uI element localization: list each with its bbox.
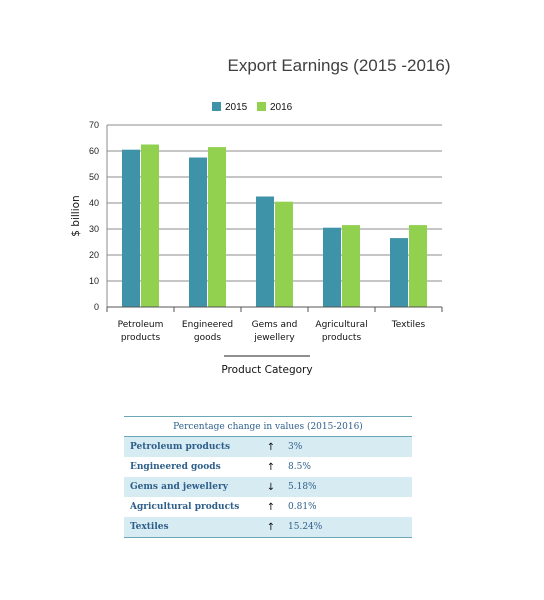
- x-category-label: Engineered goods: [182, 320, 233, 343]
- product-name: Engineered goods: [130, 462, 221, 472]
- legend-label: 2016: [270, 102, 293, 113]
- bar-2016: [275, 201, 293, 307]
- change-value: 0.81%: [288, 502, 317, 512]
- change-direction-icon: ↑: [266, 461, 276, 473]
- table-body: Petroleum products ↑ 3% Engineered goods ↑ 8.…: [124, 436, 412, 538]
- x-category-label: Petroleum products: [118, 320, 164, 343]
- y-axis-title: $ billion: [70, 195, 82, 236]
- change-direction-icon: ↑: [266, 501, 276, 513]
- y-tick-label: 30: [89, 224, 99, 234]
- change-value: 15.24%: [282, 517, 412, 538]
- x-axis-title: Product Category: [221, 364, 312, 376]
- bar-chart: Export Earnings (2015 -2016) 2015 2016 0 1…: [70, 56, 451, 376]
- product-name: Agricultural products: [130, 502, 240, 512]
- bar-2016: [409, 225, 427, 307]
- x-category-label: Gems and jewellery: [252, 320, 298, 343]
- legend-swatch: [257, 102, 266, 111]
- table-row: Gems and jewellery ↓ 5.18%: [124, 477, 412, 497]
- x-category-label: Textiles: [391, 320, 426, 330]
- x-axis-category-labels: Petroleum products Engineered goods Gems and…: [118, 320, 426, 343]
- table-row: Agricultural products ↑ 0.81%: [124, 497, 412, 517]
- x-category-label: Agricultural products: [315, 320, 367, 343]
- change-direction-icon: ↓: [260, 477, 282, 497]
- bar-2015: [122, 149, 140, 307]
- change-value: 3%: [282, 436, 412, 457]
- change-value: 5.18%: [282, 477, 412, 497]
- table-title: Percentage change in values (2015-2016): [124, 416, 412, 437]
- table-row: Textiles ↑ 15.24%: [124, 517, 412, 538]
- legend-label: 2015: [225, 102, 248, 113]
- bar-2016: [208, 147, 226, 307]
- product-name: Textiles: [124, 517, 260, 538]
- bar-2015: [323, 227, 341, 307]
- y-tick-label: 0: [94, 302, 99, 312]
- bar-2016: [141, 144, 159, 307]
- bar-2016: [342, 225, 360, 307]
- chart-title: Export Earnings (2015 -2016): [227, 56, 450, 75]
- y-tick-label: 60: [89, 146, 99, 156]
- table-row: Engineered goods ↑ 8.5%: [124, 457, 412, 477]
- y-tick-label: 70: [89, 120, 99, 130]
- product-name: Petroleum products: [124, 436, 260, 457]
- bar-2015: [390, 238, 408, 307]
- x-axis: [106, 125, 443, 312]
- y-tick-label: 10: [89, 276, 99, 286]
- y-tick-label: 20: [89, 250, 99, 260]
- percentage-change-table: Percentage change in values (2015-2016) …: [124, 416, 412, 538]
- gridlines: [107, 124, 442, 308]
- change-value: 8.5%: [288, 462, 311, 472]
- change-direction-icon: ↑: [260, 436, 282, 457]
- y-axis-ticks: 0 10 20 30 40 50 60 70: [89, 120, 99, 312]
- bar-2015: [256, 196, 274, 307]
- y-tick-label: 40: [89, 198, 99, 208]
- table-row: Petroleum products ↑ 3%: [124, 436, 412, 457]
- bar-2015: [189, 157, 207, 307]
- y-tick-label: 50: [89, 172, 99, 182]
- legend-swatch: [212, 102, 221, 111]
- change-direction-icon: ↑: [260, 517, 282, 538]
- legend: 2015 2016: [212, 102, 293, 113]
- table-header-row: Percentage change in values (2015-2016): [124, 416, 412, 437]
- product-name: Gems and jewellery: [124, 477, 260, 497]
- bars: [122, 144, 427, 307]
